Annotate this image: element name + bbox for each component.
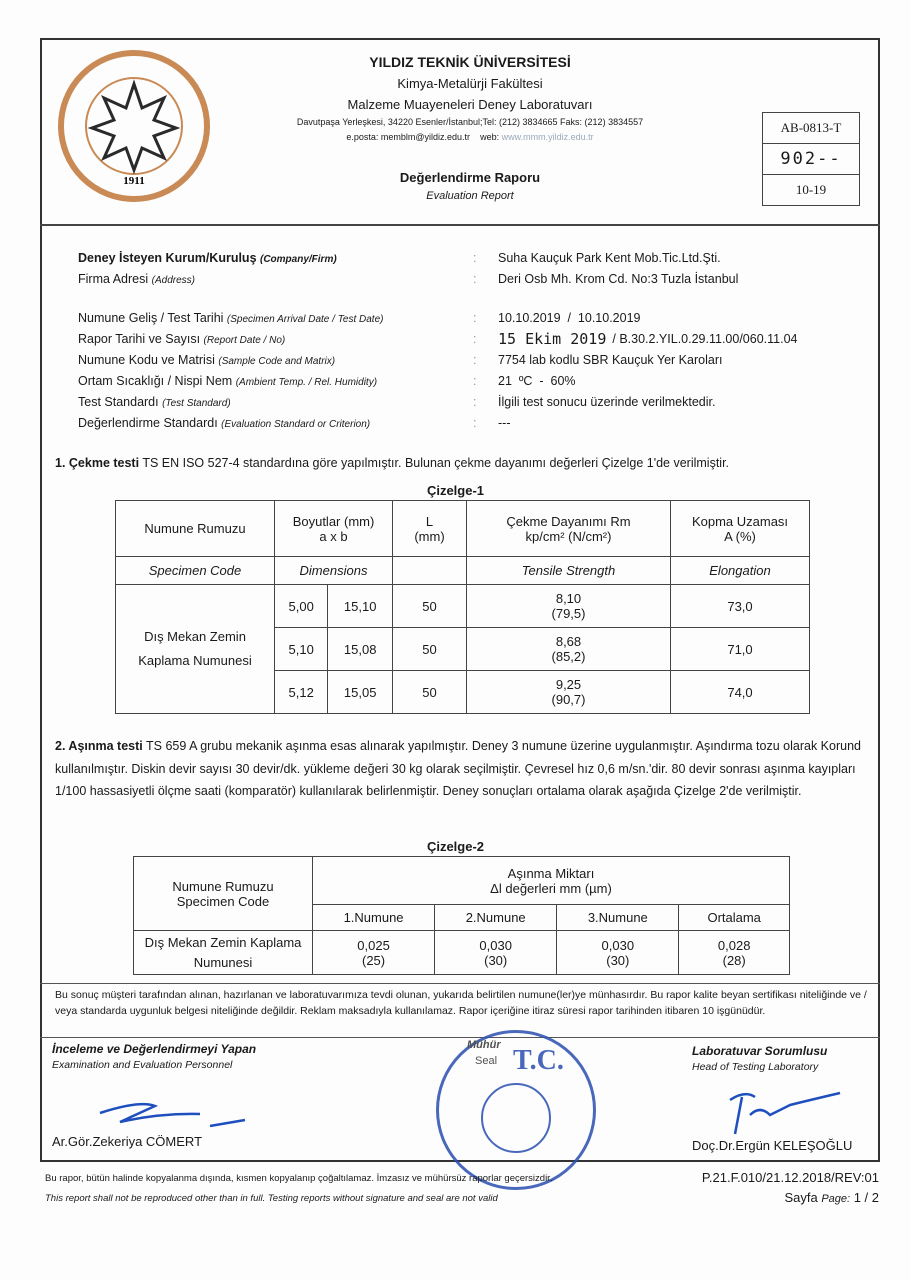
crescent-star-icon xyxy=(481,1083,551,1153)
field-address: Firma Adresi (Address): Deri Osb Mh. Krom… xyxy=(78,271,739,286)
web-label: web: xyxy=(480,132,500,142)
section-2-text: 2. Aşınma testi TS 659 A grubu mekanik a… xyxy=(55,739,861,798)
seal-text: T.C. xyxy=(513,1045,564,1076)
seal-title: Mühür xyxy=(467,1039,501,1051)
field-test-standard: Test Standardı (Test Standard): İlgili te… xyxy=(78,394,716,409)
university-logo: 1911 xyxy=(58,50,210,202)
report-title: Değerlendirme Raporu xyxy=(399,170,541,185)
disclaimer-notice: Bu sonuç müşteri tarafından alınan, hazı… xyxy=(55,989,867,1017)
table-subheader-row: 1.Numune 2.Numune 3.Numune Ortalama xyxy=(134,904,790,931)
table-2-caption: Çizelge-2 xyxy=(426,839,485,854)
table-row: 5,12 15,05 50 9,25 (90,7) 74,0 xyxy=(116,670,810,714)
faculty-name: Kimya-Metalürji Fakültesi xyxy=(397,76,543,91)
field-ambient: Ortam Sıcaklığı / Nispi Nem (Ambient Tem… xyxy=(78,373,576,388)
university-name: YILDIZ TEKNİK ÜNİVERSİTESİ xyxy=(369,54,571,70)
table-header-row: Numune Rumuzu Boyutlar (mm) a x b L (mm)… xyxy=(115,500,810,557)
abrasion-table: Numune Rumuzu Specimen Code Aşınma Miktar… xyxy=(133,856,790,975)
col-header: Çekme Dayanımı Rm kp/cm² (N/cm²) xyxy=(466,500,671,557)
web-link[interactable]: www.mmm.yildiz.edu.tr xyxy=(501,132,594,142)
notice-divider xyxy=(40,983,880,984)
footer-en: This report shall not be reproduced othe… xyxy=(45,1193,498,1204)
section-1-text: 1. Çekme testi TS EN ISO 527-4 standardı… xyxy=(55,456,730,470)
star-emblem-icon: 1911 xyxy=(85,77,183,187)
field-dates: Numune Geliş / Test Tarihi (Specimen Arr… xyxy=(78,310,641,325)
field-value: / B.30.2.YIL.0.29.11.00/060.11.04 xyxy=(612,331,798,346)
table-row: Dış Mekan Zemin Kaplama Numunesi 0,025 (2… xyxy=(133,930,790,975)
form-revision: P.21.F.010/21.12.2018/REV:01 xyxy=(701,1170,879,1185)
report-number: 902-- xyxy=(763,143,859,174)
tensile-table: Numune Rumuzu Boyutlar (mm) a x b L (mm)… xyxy=(115,500,810,714)
evaluator-signature-icon xyxy=(99,1102,246,1128)
lab-head-name: Doç.Dr.Ergün KELEŞOĞLU xyxy=(692,1138,853,1153)
col-header: Boyutlar (mm) a x b xyxy=(274,500,393,557)
seal-title-en: Seal xyxy=(475,1055,498,1067)
report-month: 10-19 xyxy=(763,174,859,205)
table-header-row: Numune Rumuzu Specimen Code Aşınma Miktar… xyxy=(133,856,790,931)
field-company: Deney İsteyen Kurum/Kuruluş (Company/Fir… xyxy=(78,250,721,265)
client-info: Deney İsteyen Kurum/Kuruluş (Company/Fir… xyxy=(78,247,738,289)
test-details: Numune Geliş / Test Tarihi (Specimen Arr… xyxy=(78,307,797,433)
report-title-en: Evaluation Report xyxy=(426,190,514,202)
report-code-box: AB-0813-T 902-- 10-19 xyxy=(762,112,860,206)
field-sample-code: Numune Kodu ve Matrisi (Sample Code and … xyxy=(78,352,723,367)
evaluator-name: Ar.Gör.Zekeriya CÖMERT xyxy=(52,1134,203,1149)
field-label: Deney İsteyen Kurum/Kuruluş xyxy=(78,250,257,265)
field-value: 21 ºC - 60% xyxy=(498,373,576,388)
footer-tr: Bu rapor, bütün halinde kopyalanma dışın… xyxy=(45,1173,553,1184)
field-value: İlgili test sonucu üzerinde verilmektedi… xyxy=(498,394,716,409)
field-value: 7754 lab kodlu SBR Kauçuk Yer Karoları xyxy=(498,352,723,367)
table-row: Dış Mekan Zemin Kaplama Numunesi 5,00 15,… xyxy=(115,584,810,714)
col-header: Kopma Uzaması A (%) xyxy=(670,500,810,557)
date-stamp: 15 Ekim 2019 xyxy=(498,329,607,348)
table-row: 5,10 15,08 50 8,68 (85,2) 71,0 xyxy=(116,627,810,671)
field-eval-standard: Değerlendirme Standardı (Evaluation Stan… xyxy=(78,415,511,430)
official-seal: Mühür Seal T.C. xyxy=(436,1030,596,1190)
evaluator-block: İnceleme ve Değerlendirmeyi Yapan Examin… xyxy=(52,1042,257,1071)
col-header: Numune Rumuzu xyxy=(115,500,275,557)
lab-head-block: Laboratuvar Sorumlusu Head of Testing La… xyxy=(692,1044,828,1073)
lab-contact: e.posta: memblm@yildiz.edu.tr web: www.m… xyxy=(250,132,690,142)
laboratory-name: Malzeme Muayeneleri Deney Laboratuvarı xyxy=(347,97,593,112)
page-number: Sayfa Page: 1 / 2 xyxy=(784,1190,879,1205)
field-value: --- xyxy=(498,415,511,430)
email: e.posta: memblm@yildiz.edu.tr xyxy=(346,132,471,142)
specimen-name: Dış Mekan Zemin Kaplama Numunesi xyxy=(115,584,275,714)
table-1-caption: Çizelge-1 xyxy=(426,483,485,498)
field-value: Suha Kauçuk Park Kent Mob.Tic.Ltd.Şti. xyxy=(498,250,721,265)
field-report-date: Rapor Tarihi ve Sayısı (Report Date / No… xyxy=(78,329,798,348)
field-label-en: (Address) xyxy=(151,274,195,286)
signature-divider xyxy=(40,1037,880,1038)
lab-address: Davutpaşa Yerleşkesi, 34220 Esenler/İsta… xyxy=(296,117,644,127)
svg-text:1911: 1911 xyxy=(123,175,144,187)
table-header-en-row: Specimen Code Dimensions Tensile Strength E… xyxy=(115,556,810,585)
lab-head-signature-icon xyxy=(729,1091,841,1135)
col-header: L (mm) xyxy=(392,500,467,557)
form-code: AB-0813-T xyxy=(780,120,842,135)
field-label: Firma Adresi xyxy=(78,271,149,286)
field-value: 10.10.2019 / 10.10.2019 xyxy=(498,310,641,325)
field-value: Deri Osb Mh. Krom Cd. No:3 Tuzla İstanbu… xyxy=(498,271,739,286)
field-label-en: (Company/Firm) xyxy=(260,253,337,265)
header-divider xyxy=(40,224,880,226)
